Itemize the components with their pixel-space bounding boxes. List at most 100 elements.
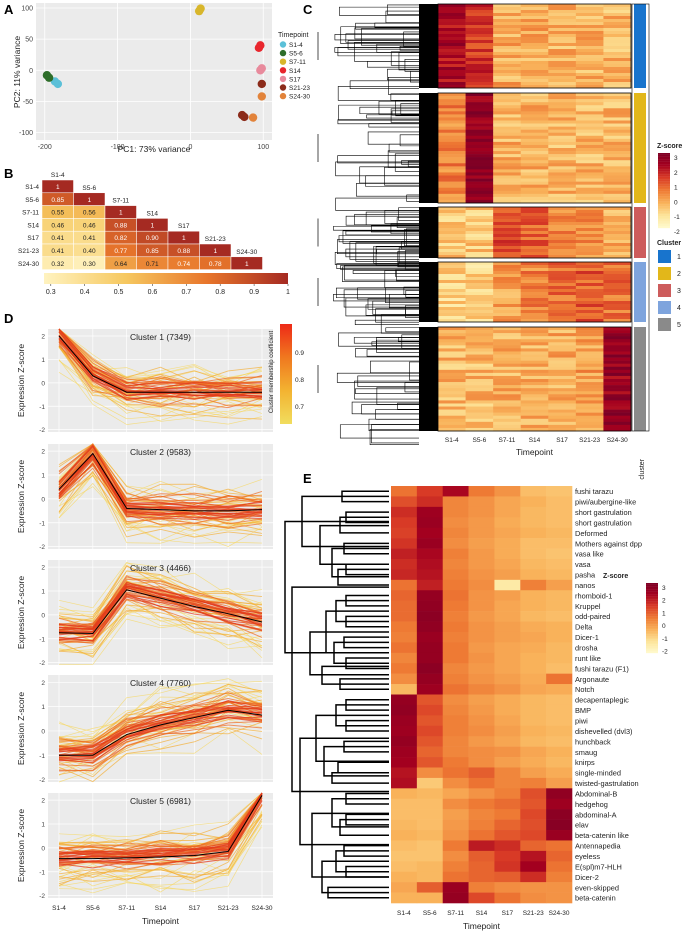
cluster-heatmap-cell: [520, 22, 549, 26]
gene-heatmap-cell: [468, 611, 495, 622]
cluster-heatmap-cell: [575, 397, 604, 401]
cluster-heatmap-cell: [465, 225, 494, 229]
gene-heatmap-cell: [468, 538, 495, 549]
corr-cell-value: 0.90: [146, 235, 159, 242]
cluster-heatmap-cell: [603, 400, 632, 404]
cluster-heatmap-cell: [465, 289, 494, 293]
cluster-heatmap-cell: [520, 93, 549, 97]
cluster-heatmap-cell: [520, 403, 549, 407]
gene-heatmap-cell: [442, 850, 469, 862]
cluster-heatmap-cell: [603, 246, 632, 250]
cluster-heatmap-cell: [493, 157, 522, 161]
gene-heatmap-x-label: S24-30: [549, 910, 570, 917]
cluster-heatmap-cell: [548, 141, 577, 146]
cluster-heatmap-cell: [438, 357, 466, 361]
cluster-heatmap-cell: [465, 16, 494, 20]
gene-heatmap-cell: [520, 579, 547, 591]
pca-point-s21-23: [257, 79, 267, 89]
gene-colorbar-step: [646, 606, 658, 609]
cluster-heatmap-cell: [603, 295, 632, 299]
cluster-heatmap-cell: [438, 40, 466, 44]
corr-colorbar-label: 0.6: [148, 289, 158, 296]
gene-heatmap-cell: [391, 725, 418, 737]
cluster-heatmap-cell: [575, 123, 604, 127]
cluster-heatmap-cell: [603, 178, 632, 182]
cluster-heatmap-cell: [493, 40, 522, 44]
gene-heatmap-cell: [546, 850, 573, 862]
gene-colorbar-step: [646, 594, 658, 596]
cluster-heatmap-cell: [603, 132, 632, 137]
cluster-heatmap-cell: [520, 366, 549, 371]
cluster-heatmap-cell: [465, 172, 494, 176]
gene-heatmap-cell: [546, 663, 573, 674]
cluster-heatmap-cell: [465, 391, 494, 395]
gene-heatmap-cell: [494, 715, 521, 727]
cluster-heatmap-cell: [575, 70, 604, 74]
gene-heatmap-cell: [494, 882, 521, 893]
cluster-heatmap-cell: [493, 4, 522, 8]
cluster-colorbar-step: [658, 176, 670, 179]
cluster-heatmap-cell: [603, 102, 632, 106]
cluster-mean-line: [58, 335, 262, 393]
pca-x-tick-label: 0: [188, 144, 192, 151]
gene-heatmap-cell: [520, 871, 547, 883]
cluster-heatmap-cell: [465, 268, 494, 272]
gene-heatmap-cell: [468, 590, 495, 601]
gene-heatmap-cell: [391, 777, 418, 789]
gene-heatmap-cell: [468, 548, 495, 560]
cluster-heatmap-cell: [548, 427, 577, 432]
panel-letter-b: B: [4, 166, 13, 181]
gene-heatmap-cell: [416, 694, 444, 706]
cluster-heatmap-cell: [603, 79, 632, 83]
cluster-heatmap-cell: [465, 366, 494, 371]
gene-heatmap-cell: [520, 798, 547, 810]
gene-heatmap-cell: [416, 548, 444, 560]
cluster-heatmap-cell: [493, 34, 522, 38]
cluster-heatmap-cell: [520, 37, 549, 41]
cluster-heatmap-cell: [465, 243, 494, 247]
cluster-gene-trace: [58, 561, 263, 609]
cluster-colorbar-step: [658, 223, 670, 225]
gene-label: hedgehog: [575, 800, 608, 809]
dendrogram-branch: [397, 336, 419, 342]
cluster-line-y-tick-label: -2: [39, 660, 45, 667]
cluster-heatmap-x-label: S21-23: [579, 437, 600, 444]
cluster-heatmap-cell: [438, 421, 466, 426]
cluster-heatmap-cell: [438, 363, 466, 368]
cluster-gene-trace: [58, 714, 263, 764]
cluster-heatmap-cell: [465, 210, 494, 214]
pca-legend-swatch: [279, 49, 287, 57]
cluster-heatmap-cell: [438, 424, 466, 429]
dendrogram-branch: [397, 402, 419, 411]
gene-heatmap-cell: [520, 663, 547, 674]
cluster-heatmap-cell: [520, 190, 549, 195]
gene-colorbar-step: [646, 585, 658, 587]
gene-label: fushi tarazu (F1): [575, 664, 629, 673]
cluster-gene-trace: [58, 586, 263, 634]
cluster-heatmap-cell: [575, 37, 604, 41]
cluster-heatmap-cell: [548, 178, 577, 182]
cluster-heatmap-cell: [438, 117, 466, 121]
cluster-gene-trace: [58, 467, 263, 529]
cluster-heatmap-cell: [603, 96, 632, 100]
cluster-heatmap-cell: [575, 237, 604, 241]
gene-label: single-minded: [575, 769, 621, 778]
cluster-heatmap-cell: [520, 421, 549, 426]
cluster-heatmap-cell: [493, 271, 522, 275]
cluster-heatmap-cell: [575, 243, 604, 247]
cluster-heatmap-cell: [520, 43, 549, 47]
cluster-colorbar-step: [658, 174, 670, 176]
cluster-heatmap-cell: [603, 82, 632, 86]
cluster-heatmap-cell: [603, 85, 632, 89]
cluster-heatmap-cell: [603, 157, 632, 161]
cluster-heatmap-cell: [575, 424, 604, 429]
cluster-legend-swatch: [658, 267, 671, 280]
dendrogram-branch: [354, 27, 419, 40]
cluster-heatmap-cell: [575, 184, 604, 189]
gene-heatmap-cell: [391, 506, 418, 518]
cluster-heatmap-cell: [548, 327, 577, 331]
dendrogram-branch: [403, 286, 419, 295]
cluster-heatmap-cell: [575, 55, 604, 59]
cluster-heatmap-cell: [520, 10, 549, 14]
gene-heatmap-cell: [468, 527, 495, 539]
